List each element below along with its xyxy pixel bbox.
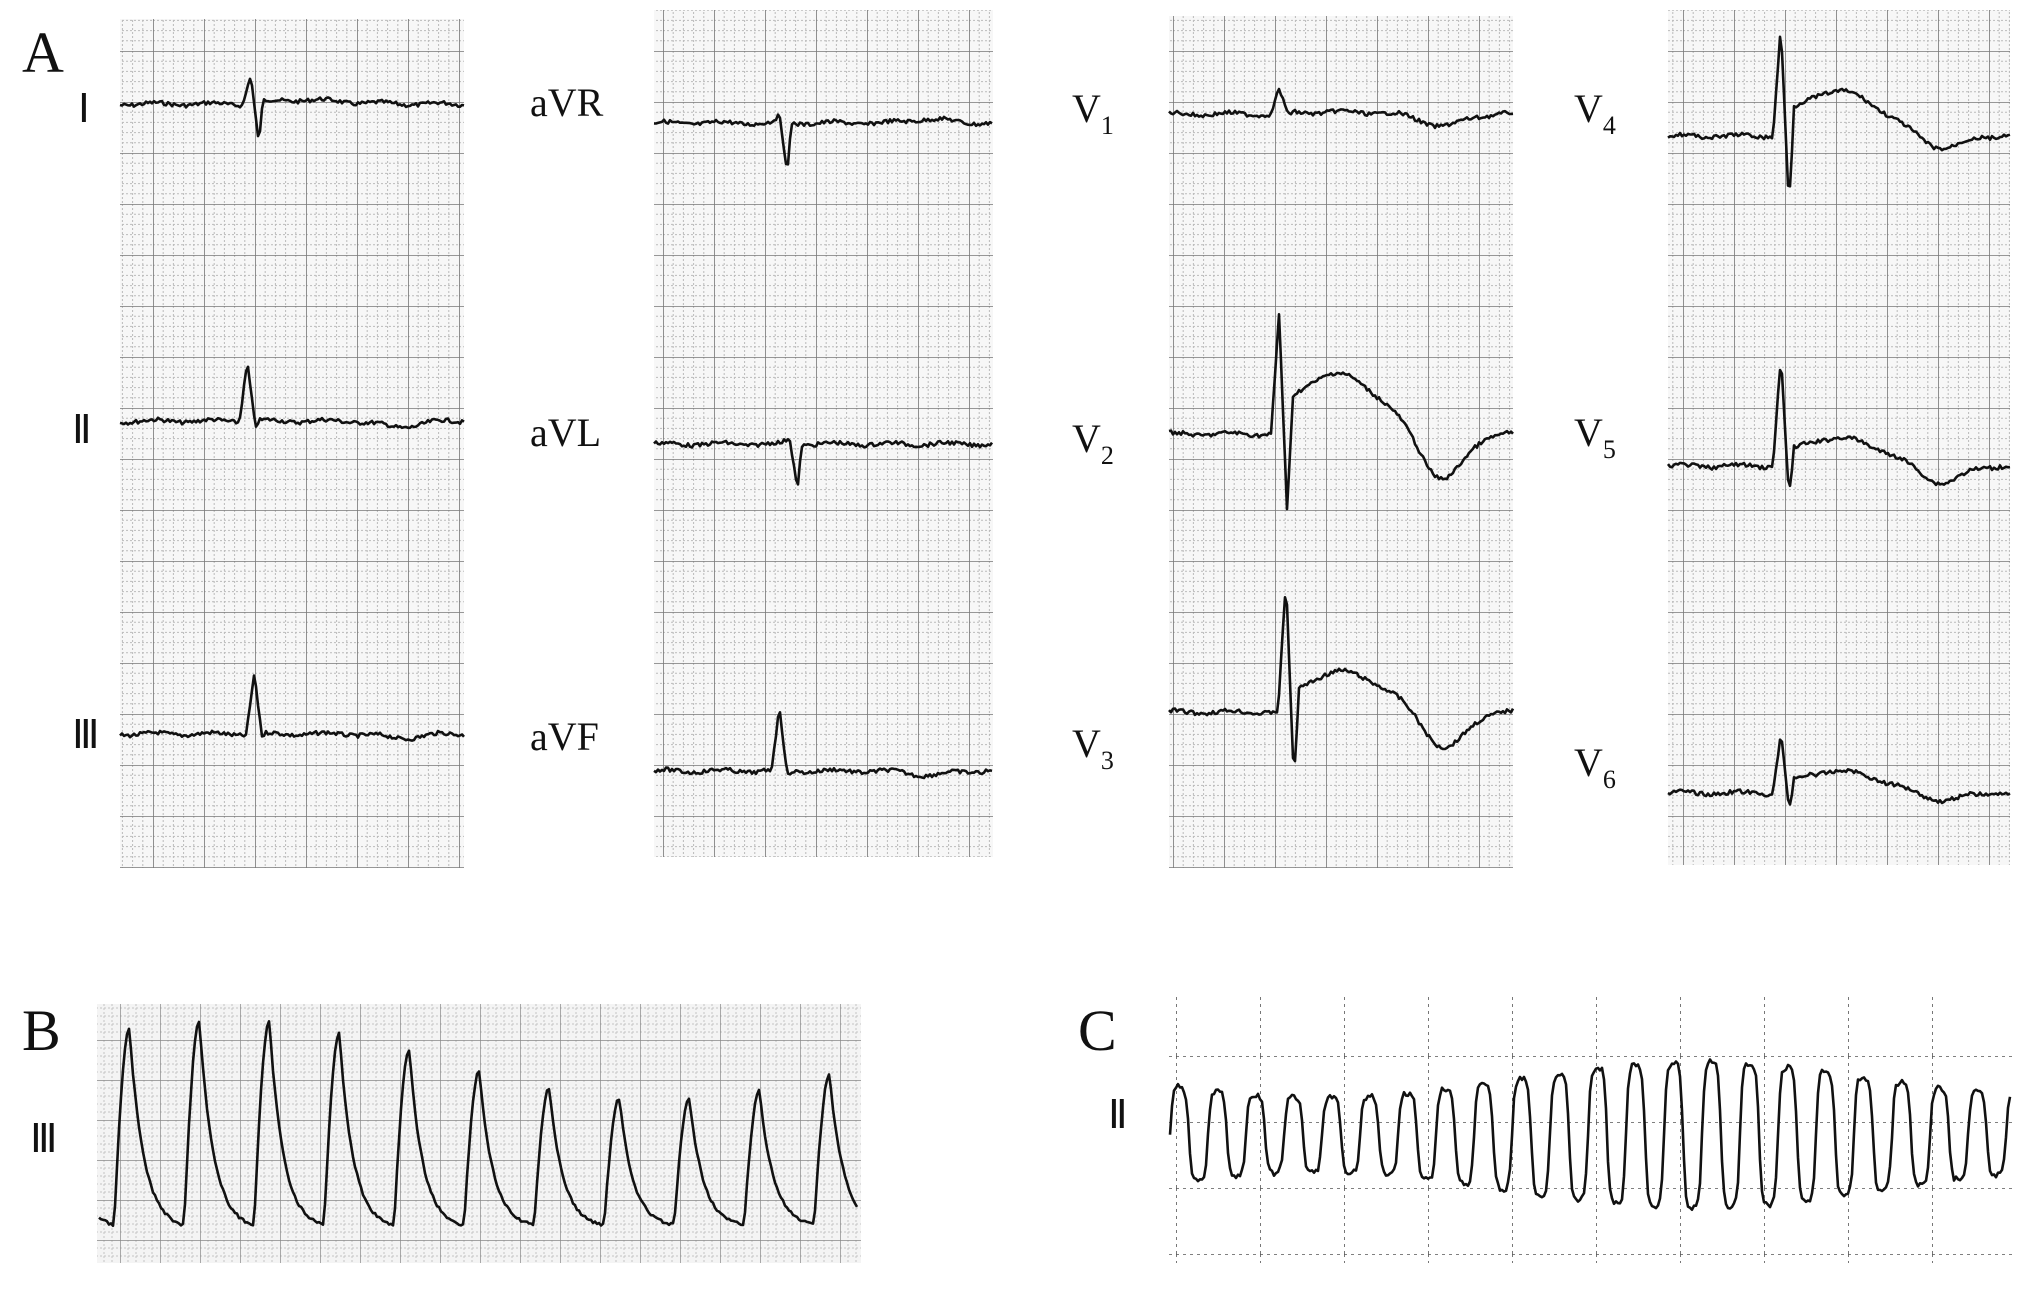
ecg-trace <box>1168 87 1514 130</box>
lead-subscript: 1 <box>1101 111 1114 140</box>
lead-name: V <box>1072 721 1101 766</box>
ecg-trace <box>119 365 465 430</box>
lead-label: Ⅲ <box>30 1116 58 1161</box>
lead-label: aVR <box>530 80 604 125</box>
ecg-trace <box>1168 596 1515 763</box>
ecg-trace <box>653 113 993 166</box>
ecg-trace <box>1168 1058 2012 1211</box>
lead-label: V5 <box>1574 410 1616 464</box>
lead-name: aVF <box>530 714 599 759</box>
lead-name: Ⅱ <box>72 407 92 452</box>
panel-label: A <box>22 20 64 85</box>
lead-name: aVR <box>530 80 604 125</box>
ecg-trace <box>1667 738 2011 806</box>
lead-name: V <box>1072 416 1101 461</box>
ecg-trace <box>1667 35 2011 188</box>
ecg-paper <box>120 19 464 868</box>
lead-label: Ⅱ <box>1108 1092 1128 1137</box>
ecg-trace <box>119 77 465 138</box>
ecg-trace <box>98 1020 859 1228</box>
ecg-paper <box>1168 997 2014 1263</box>
lead-name: Ⅲ <box>72 712 100 757</box>
ecg-trace <box>653 711 993 780</box>
lead-label: Ⅱ <box>72 407 92 452</box>
lead-label: V3 <box>1072 721 1114 775</box>
lead-label: aVF <box>530 714 599 759</box>
ecg-trace <box>1666 368 2011 488</box>
lead-subscript: 5 <box>1603 435 1616 464</box>
lead-name: Ⅰ <box>78 86 90 131</box>
lead-label: Ⅲ <box>72 712 100 757</box>
lead-name: V <box>1574 410 1603 455</box>
lead-name: V <box>1072 86 1101 131</box>
ecg-trace <box>1168 313 1514 511</box>
ecg-paper <box>1169 16 1513 868</box>
lead-label: V4 <box>1574 86 1616 140</box>
lead-subscript: 6 <box>1603 765 1616 794</box>
lead-label: Ⅰ <box>78 86 90 131</box>
lead-label: aVL <box>530 410 601 455</box>
ecg-trace <box>119 674 465 742</box>
ecg-trace <box>653 438 994 486</box>
lead-name: aVL <box>530 410 601 455</box>
lead-label: V2 <box>1072 416 1114 470</box>
lead-subscript: 3 <box>1101 746 1114 775</box>
lead-label: V1 <box>1072 86 1114 140</box>
ecg-paper <box>654 10 993 857</box>
lead-subscript: 2 <box>1101 441 1114 470</box>
lead-label: V6 <box>1574 740 1616 794</box>
lead-name: V <box>1574 740 1603 785</box>
lead-name: V <box>1574 86 1603 131</box>
lead-subscript: 4 <box>1603 111 1616 140</box>
panel-label: B <box>22 998 61 1063</box>
panel-label: C <box>1078 998 1117 1063</box>
